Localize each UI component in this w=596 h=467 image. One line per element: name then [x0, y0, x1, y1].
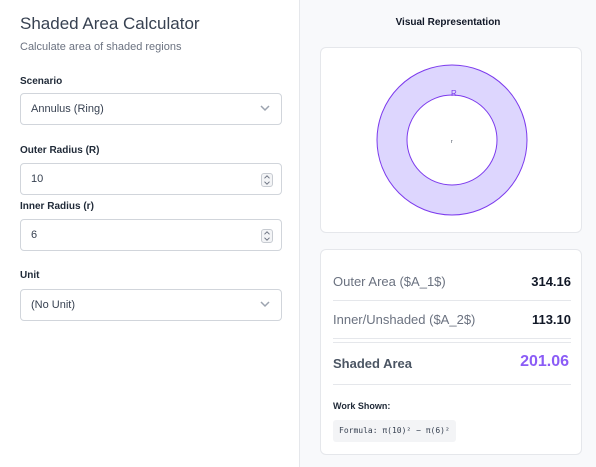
- divider: [333, 342, 571, 343]
- work-shown-label: Work Shown:: [333, 401, 391, 411]
- annulus-diagram: R r: [376, 64, 528, 216]
- unit-value: (No Unit): [31, 299, 76, 311]
- outer-radius-value: 10: [31, 173, 44, 185]
- inner-area-label: Inner/Unshaded ($A_2$): [333, 312, 476, 327]
- stepper-arrows-icon: [264, 231, 270, 241]
- results-card: Outer Area ($A_1$) 314.16 Inner/Unshaded…: [320, 249, 582, 455]
- inner-radius-mark: r: [451, 139, 453, 145]
- app-subtitle: Calculate area of shaded regions: [20, 41, 182, 53]
- inner-circle: [406, 94, 498, 186]
- inner-area-value: 113.10: [531, 312, 571, 327]
- shaded-area-value: 201.06: [520, 353, 569, 370]
- outer-area-label: Outer Area ($A_1$): [333, 274, 446, 289]
- app-title: Shaded Area Calculator: [20, 14, 200, 33]
- scenario-value: Annulus (Ring): [31, 103, 104, 115]
- stepper-arrows-icon: [264, 175, 270, 185]
- chevron-down-icon: [260, 301, 270, 308]
- input-panel: Shaded Area Calculator Calculate area of…: [20, 0, 300, 467]
- visual-card: R r: [320, 47, 582, 233]
- outer-radius-label: Outer Radius (R): [20, 145, 100, 156]
- scenario-select[interactable]: Annulus (Ring): [20, 93, 282, 125]
- output-panel: Visual Representation R r Outer Area ($A…: [300, 0, 596, 467]
- visual-title: Visual Representation: [395, 17, 501, 28]
- unit-select[interactable]: (No Unit): [20, 289, 282, 321]
- shaded-area-label: Shaded Area: [333, 356, 412, 371]
- inner-radius-value: 6: [31, 229, 38, 241]
- inner-radius-label: Inner Radius (r): [20, 201, 94, 212]
- divider: [333, 384, 571, 385]
- unit-label: Unit: [20, 270, 40, 281]
- divider: [333, 300, 571, 301]
- outer-radius-stepper[interactable]: [261, 173, 273, 187]
- scenario-label: Scenario: [20, 76, 63, 87]
- outer-radius-mark: R: [451, 89, 457, 98]
- outer-area-value: 314.16: [531, 274, 571, 289]
- chevron-down-icon: [260, 105, 270, 112]
- divider: [333, 338, 571, 339]
- outer-radius-input[interactable]: 10: [20, 163, 282, 195]
- formula-box: Formula: π(10)² − π(6)²: [333, 420, 456, 442]
- inner-radius-input[interactable]: 6: [20, 219, 282, 251]
- inner-radius-stepper[interactable]: [261, 229, 273, 243]
